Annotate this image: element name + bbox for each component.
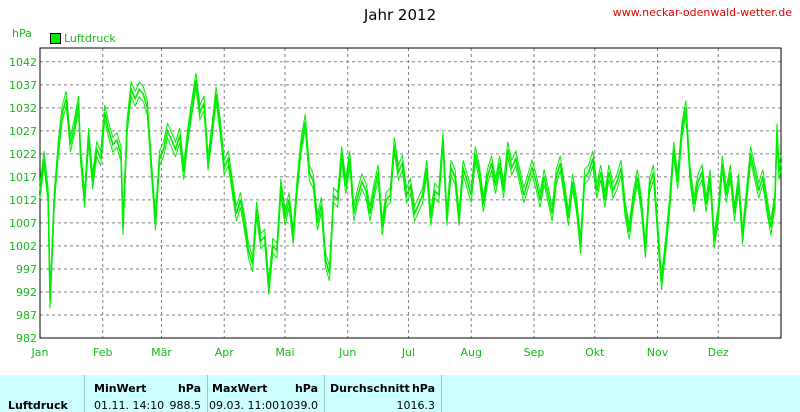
avg-value: 1016.3 bbox=[396, 399, 436, 412]
min-value: 988.5 bbox=[169, 399, 202, 412]
x-tick-label: Nov bbox=[647, 346, 669, 359]
x-tick-label: Mai bbox=[275, 346, 294, 359]
min-header: MinWert bbox=[94, 382, 147, 395]
legend-swatch bbox=[50, 33, 61, 44]
avg-header: Durchschnitt bbox=[330, 382, 410, 395]
x-tick-label: Jan bbox=[31, 346, 49, 359]
max-unit: hPa bbox=[294, 382, 318, 395]
y-tick-label: 1032 bbox=[9, 102, 37, 115]
x-tick-label: Aug bbox=[460, 346, 481, 359]
y-tick-label: 987 bbox=[16, 309, 37, 322]
min-unit: hPa bbox=[177, 382, 201, 395]
y-tick-label: 1037 bbox=[9, 79, 37, 92]
stats-panel: Luftdruck MinWert hPa 01.11. 14:10 988.5… bbox=[0, 375, 800, 412]
y-tick-label: 1027 bbox=[9, 125, 37, 138]
y-tick-label: 1017 bbox=[9, 171, 37, 184]
y-tick-label: 1022 bbox=[9, 148, 37, 161]
x-tick-label: Dez bbox=[708, 346, 729, 359]
chart-svg: 982 987 992 997 1002 1007 1012 1017 1022 1027 1032… bbox=[9, 47, 782, 359]
y-tick-label: 997 bbox=[16, 263, 37, 276]
y-tick-label: 1042 bbox=[9, 56, 37, 69]
stats-row-label: Luftdruck bbox=[8, 399, 68, 412]
site-url-link[interactable]: www.neckar-odenwald-wetter.de bbox=[612, 6, 792, 19]
y-tick-label: 1007 bbox=[9, 217, 37, 230]
min-cell: MinWert hPa 01.11. 14:10 988.5 bbox=[84, 375, 208, 412]
max-value: 1039.0 bbox=[279, 399, 319, 412]
avg-unit: hPa bbox=[411, 382, 435, 395]
min-when: 01.11. 14:10 bbox=[94, 399, 165, 412]
legend: Luftdruck bbox=[50, 32, 116, 45]
legend-label: Luftdruck bbox=[64, 32, 116, 45]
max-cell: MaxWert hPa 09.03. 11:00 1039.0 bbox=[206, 375, 325, 412]
x-tick-label: Mär bbox=[151, 346, 172, 359]
y-tick-label: 1002 bbox=[9, 240, 37, 253]
y-tick-label: 1012 bbox=[9, 194, 37, 207]
plot-frame bbox=[39, 47, 782, 339]
x-tick-label: Jun bbox=[338, 346, 356, 359]
x-tick-label: Feb bbox=[93, 346, 112, 359]
avg-cell: Durchschnitt hPa 1016.3 bbox=[324, 375, 442, 412]
series-line-upper bbox=[39, 72, 782, 294]
max-when: 09.03. 11:00 bbox=[209, 399, 280, 412]
chart-title: Jahr 2012 bbox=[363, 6, 437, 24]
y-tick-label: 982 bbox=[16, 332, 37, 345]
x-tick-label: Jul bbox=[401, 346, 415, 359]
y-tick-label: 992 bbox=[16, 286, 37, 299]
x-tick-label: Sep bbox=[524, 346, 545, 359]
chart-area: Jahr 2012 www.neckar-odenwald-wetter.de … bbox=[9, 6, 792, 359]
x-tick-label: Apr bbox=[215, 346, 235, 359]
x-tick-label: Okt bbox=[585, 346, 605, 359]
y-unit-label: hPa bbox=[12, 27, 32, 40]
max-header: MaxWert bbox=[212, 382, 268, 395]
series-line bbox=[39, 80, 782, 302]
